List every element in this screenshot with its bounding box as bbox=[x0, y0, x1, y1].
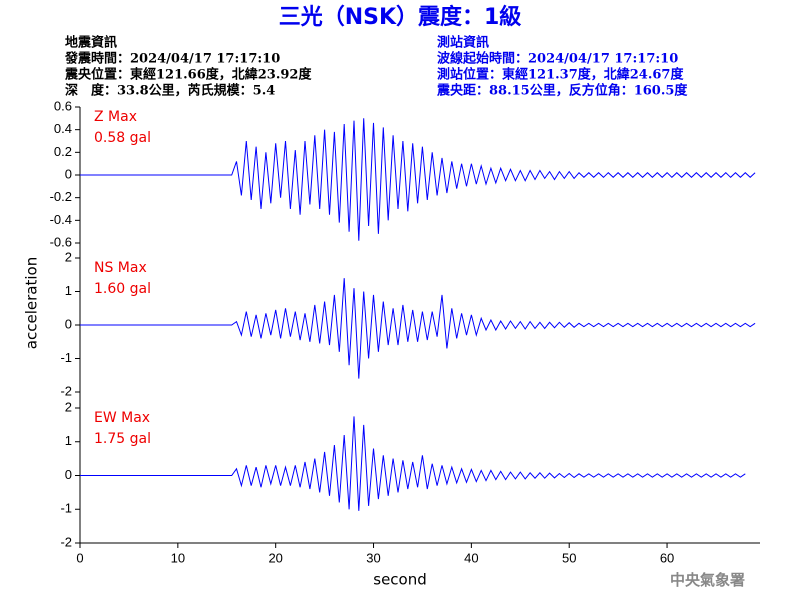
y-tick-label: 0.4 bbox=[54, 121, 72, 136]
x-tick-label: 50 bbox=[562, 550, 576, 565]
waveform bbox=[80, 416, 746, 511]
x-tick-label: 40 bbox=[464, 550, 478, 565]
info-text: 深 度：33.8公里，芮氏規模：5.4 bbox=[65, 83, 275, 99]
chart-title: 三光（NSK）震度：1級 bbox=[279, 4, 522, 30]
x-axis-label: second bbox=[373, 571, 427, 589]
y-tick-label: -0.4 bbox=[50, 212, 72, 227]
y-tick-label: 0 bbox=[65, 467, 72, 482]
info-text: 震央距：88.15公里，反方位角：160.5度 bbox=[436, 83, 688, 99]
y-tick-label: -0.6 bbox=[50, 234, 72, 249]
info-text: 震央位置：東經121.66度，北緯23.92度 bbox=[64, 67, 312, 83]
panel-label: Z Max bbox=[94, 109, 137, 125]
y-tick-label: 1 bbox=[65, 433, 72, 448]
info-text: 測站資訊 bbox=[437, 35, 489, 51]
y-tick-label: 0 bbox=[65, 166, 72, 181]
y-tick-label: -1 bbox=[60, 501, 72, 516]
y-tick-label: 0.6 bbox=[54, 98, 72, 113]
y-tick-label: 2 bbox=[65, 249, 72, 264]
info-text: 波線起始時間：2024/04/17 17:17:10 bbox=[437, 51, 678, 67]
y-tick-label: -2 bbox=[60, 383, 72, 398]
x-tick-label: 30 bbox=[366, 550, 380, 565]
y-tick-label: 0.2 bbox=[54, 144, 72, 159]
y-tick-label: -1 bbox=[60, 350, 72, 365]
panel-label: EW Max bbox=[94, 410, 150, 426]
max-label: 1.75 gal bbox=[94, 431, 151, 447]
x-tick-label: 10 bbox=[171, 550, 185, 565]
y-axis-label: acceleration bbox=[23, 257, 41, 349]
panel-label: NS Max bbox=[94, 260, 147, 276]
waveform bbox=[80, 278, 756, 379]
info-text: 地震資訊 bbox=[65, 35, 117, 51]
x-tick-label: 20 bbox=[268, 550, 282, 565]
max-label: 1.60 gal bbox=[94, 281, 151, 297]
waveform bbox=[80, 118, 756, 241]
y-tick-label: -2 bbox=[60, 534, 72, 549]
info-text: 發震時間：2024/04/17 17:17:10 bbox=[64, 51, 280, 67]
y-tick-label: 2 bbox=[65, 399, 72, 414]
info-text: 測站位置：東經121.37度，北緯24.67度 bbox=[437, 67, 684, 83]
footer: 中央氣象署 bbox=[670, 571, 745, 589]
x-tick-label: 0 bbox=[76, 550, 83, 565]
x-tick-label: 60 bbox=[660, 550, 674, 565]
y-tick-label: 1 bbox=[65, 283, 72, 298]
y-tick-label: -0.2 bbox=[50, 189, 72, 204]
y-tick-label: 0 bbox=[65, 316, 72, 331]
max-label: 0.58 gal bbox=[94, 130, 151, 146]
